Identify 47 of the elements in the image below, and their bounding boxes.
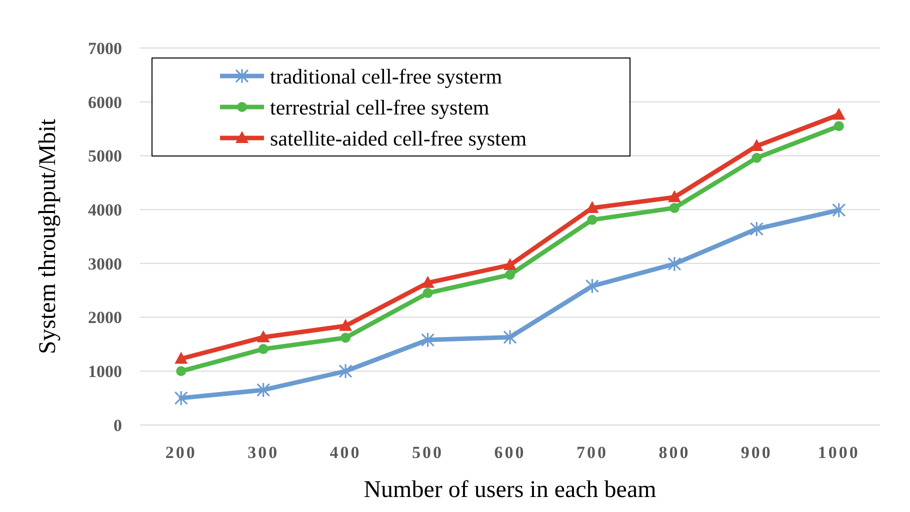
x-tick-label: 400 [330,443,362,462]
point [834,121,844,132]
point [256,330,270,342]
y-tick-label: 2000 [88,308,122,328]
x-tick-label: 200 [165,443,197,462]
point [258,344,268,354]
legend-label: satellite-aided cell-free system [270,126,527,150]
point [339,318,352,331]
point [503,329,517,346]
point [668,256,682,272]
point [752,152,762,163]
point [585,278,600,294]
point [420,332,435,348]
x-axis-title: Number of users in each beam [364,477,657,503]
point [421,276,434,288]
point [669,202,680,213]
point [504,258,516,270]
x-tick-label: 800 [658,443,690,462]
y-tick-label: 1000 [88,362,122,382]
point [750,221,764,237]
point [174,390,188,406]
y-tick-label: 7000 [88,38,122,58]
legend-label: traditional cell-free systerm [270,64,502,88]
point [587,214,598,225]
point [340,332,351,343]
y-tick-label: 5000 [88,146,122,166]
point [505,270,515,280]
point [176,366,186,376]
x-tick-label: 600 [494,443,526,462]
x-tick-label: 300 [248,443,280,462]
y-axis-title: System throughput/Mbit [35,118,61,354]
y-tick-label: 6000 [88,92,122,112]
point [832,202,846,218]
point [422,288,433,298]
y-tick-label: 3000 [88,254,122,274]
x-tick-label: 900 [740,443,772,462]
point [832,108,846,120]
x-tick-label: 500 [412,443,444,462]
y-tick-label: 0 [114,416,122,435]
point [256,382,270,398]
legend-label: terrestrial cell-free system [270,95,490,120]
point [174,352,188,364]
x-tick-label: 700 [576,443,608,462]
point [338,363,352,379]
x-tick-label: 1000 [818,443,860,462]
y-tick-label: 4000 [88,200,122,220]
point [668,190,681,202]
